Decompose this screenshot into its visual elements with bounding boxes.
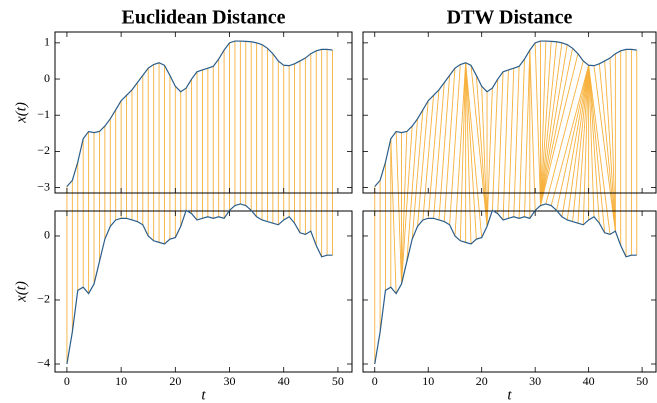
axes-frame — [54, 210, 353, 373]
alignment-link — [475, 75, 488, 227]
x-tick-label: 20 — [169, 374, 181, 388]
alignment-link — [395, 131, 402, 284]
alignment-link — [545, 60, 584, 205]
x-tick-label: 0 — [372, 374, 378, 388]
y-axis-label: x(t) — [13, 102, 29, 124]
alignment-link — [465, 62, 477, 240]
alignment-link — [433, 82, 445, 219]
alignment-link — [401, 126, 413, 285]
chart-title: Euclidean Distance — [122, 7, 286, 29]
alignment-link — [534, 42, 541, 206]
axes-frame — [362, 210, 657, 373]
alignment-link — [411, 109, 424, 240]
x-tick-label: 30 — [529, 374, 541, 388]
y-tick-label: 0 — [44, 228, 50, 242]
y-tick-label: 0 — [44, 71, 50, 85]
y-tick-label: −2 — [37, 143, 50, 157]
alignment-link — [588, 65, 611, 235]
alignment-link — [582, 65, 590, 225]
alignment-link — [454, 62, 467, 236]
chart-title: DTW Distance — [447, 7, 573, 29]
alignment-link — [513, 66, 520, 217]
alignment-link — [540, 48, 574, 206]
alignment-link — [550, 65, 590, 206]
alignment-link — [609, 58, 616, 232]
alignment-link — [540, 41, 547, 206]
alignment-link — [566, 65, 590, 221]
y-axis-label: x(t) — [13, 281, 29, 303]
alignment-link — [561, 65, 590, 217]
x-tick-label: 40 — [583, 374, 595, 388]
x-tick-label: 50 — [636, 374, 648, 388]
links — [66, 41, 333, 364]
alignment-link — [556, 65, 590, 211]
alignment-link — [481, 86, 488, 227]
y-tick-label: −2 — [37, 292, 50, 306]
x-tick-label: 0 — [64, 374, 70, 388]
y-tick-label: −4 — [37, 356, 50, 370]
x-tick-label: 10 — [115, 374, 127, 388]
alignment-link — [491, 79, 499, 211]
x-tick-label: 20 — [476, 374, 488, 388]
alignment-link — [598, 63, 616, 232]
alignment-link — [577, 65, 590, 224]
alignment-link — [588, 65, 595, 217]
alignment-link — [459, 62, 467, 241]
alignment-link — [588, 65, 606, 233]
alignment-link — [604, 60, 616, 232]
y-tick-label: 1 — [44, 35, 50, 49]
series-line — [66, 203, 333, 365]
alignment-link — [540, 53, 579, 206]
alignment-link — [497, 71, 504, 214]
alignment-link — [422, 95, 435, 221]
alignment-link — [417, 100, 429, 227]
alignment-link — [529, 50, 536, 211]
axes-frame — [54, 31, 353, 194]
y-tick-label: −3 — [37, 179, 50, 193]
alignment-link — [518, 59, 525, 219]
alignment-link — [507, 68, 515, 219]
alignment-link — [406, 118, 418, 262]
alignment-link — [465, 62, 483, 238]
x-axis-label: t — [507, 387, 512, 403]
alignment-link — [470, 65, 488, 227]
series-line — [374, 203, 637, 365]
x-tick-label: 10 — [422, 374, 434, 388]
series-line — [374, 40, 637, 187]
alignment-link — [401, 131, 408, 284]
links — [374, 41, 638, 364]
alignment-link — [572, 65, 590, 222]
x-tick-label: 50 — [332, 374, 344, 388]
alignment-link — [524, 50, 531, 217]
alignment-link — [588, 65, 600, 224]
alignment-link — [443, 68, 456, 222]
alignment-link — [427, 89, 440, 219]
x-tick-label: 40 — [278, 374, 290, 388]
alignment-link — [486, 88, 493, 227]
alignment-link — [438, 75, 451, 220]
series-line — [66, 40, 333, 187]
alignment-link — [540, 42, 563, 206]
alignment-link — [390, 138, 397, 294]
alignment-link — [449, 64, 461, 225]
y-tick-label: −1 — [37, 107, 50, 121]
alignment-link — [593, 65, 616, 232]
alignment-link — [502, 69, 509, 220]
alignment-link — [540, 44, 568, 206]
alignment-link — [540, 41, 557, 206]
x-axis-label: t — [201, 387, 206, 403]
x-tick-label: 30 — [224, 374, 236, 388]
axes-frame — [362, 31, 657, 194]
alignment-link — [540, 41, 552, 206]
alignment-link — [465, 62, 472, 244]
